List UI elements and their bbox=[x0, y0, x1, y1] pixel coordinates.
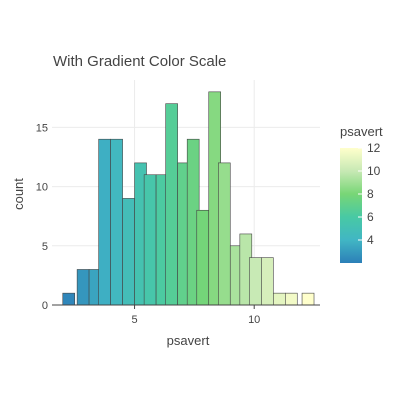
colorbar-tick-label: 4 bbox=[367, 233, 374, 247]
histogram-bar bbox=[143, 174, 157, 306]
histogram-bar bbox=[196, 209, 210, 306]
bars bbox=[62, 91, 315, 306]
x-tick-label: 5 bbox=[131, 314, 137, 326]
colorbar-title: psavert bbox=[340, 124, 383, 139]
histogram-bar bbox=[301, 292, 315, 306]
histogram-bar bbox=[261, 257, 274, 306]
histogram-bar bbox=[98, 138, 111, 306]
y-tick-label: 5 bbox=[42, 241, 48, 253]
colorbar-tick-label: 12 bbox=[367, 141, 381, 155]
axes: 5 10 0 5 10 15 bbox=[36, 122, 320, 326]
histogram-bar bbox=[285, 292, 298, 306]
colorbar-tick-label: 10 bbox=[367, 164, 381, 178]
y-tick-label: 10 bbox=[36, 182, 48, 194]
histogram-bar bbox=[122, 198, 135, 306]
x-axis-title: psavert bbox=[167, 333, 210, 348]
histogram-bar bbox=[249, 257, 262, 306]
histogram-bar bbox=[218, 162, 231, 306]
x-tick-label: 10 bbox=[248, 314, 260, 326]
histogram-bar bbox=[273, 292, 286, 306]
histogram-bar bbox=[76, 269, 90, 306]
y-tick-label: 0 bbox=[42, 300, 48, 312]
colorbar-tick-label: 8 bbox=[367, 187, 374, 201]
colorbar-gradient bbox=[340, 148, 362, 263]
histogram-bar bbox=[165, 103, 178, 306]
histogram-bar bbox=[110, 138, 123, 306]
y-tick-label: 15 bbox=[36, 122, 48, 134]
chart-title: With Gradient Color Scale bbox=[53, 53, 226, 70]
histogram-bar bbox=[62, 292, 76, 306]
colorbar-tick-label: 6 bbox=[367, 210, 374, 224]
y-axis-title: count bbox=[11, 178, 26, 210]
colorbar-ticks: 4 6 8 10 12 bbox=[358, 141, 381, 247]
colorbar-legend: psavert 4 6 8 10 12 bbox=[340, 124, 383, 263]
